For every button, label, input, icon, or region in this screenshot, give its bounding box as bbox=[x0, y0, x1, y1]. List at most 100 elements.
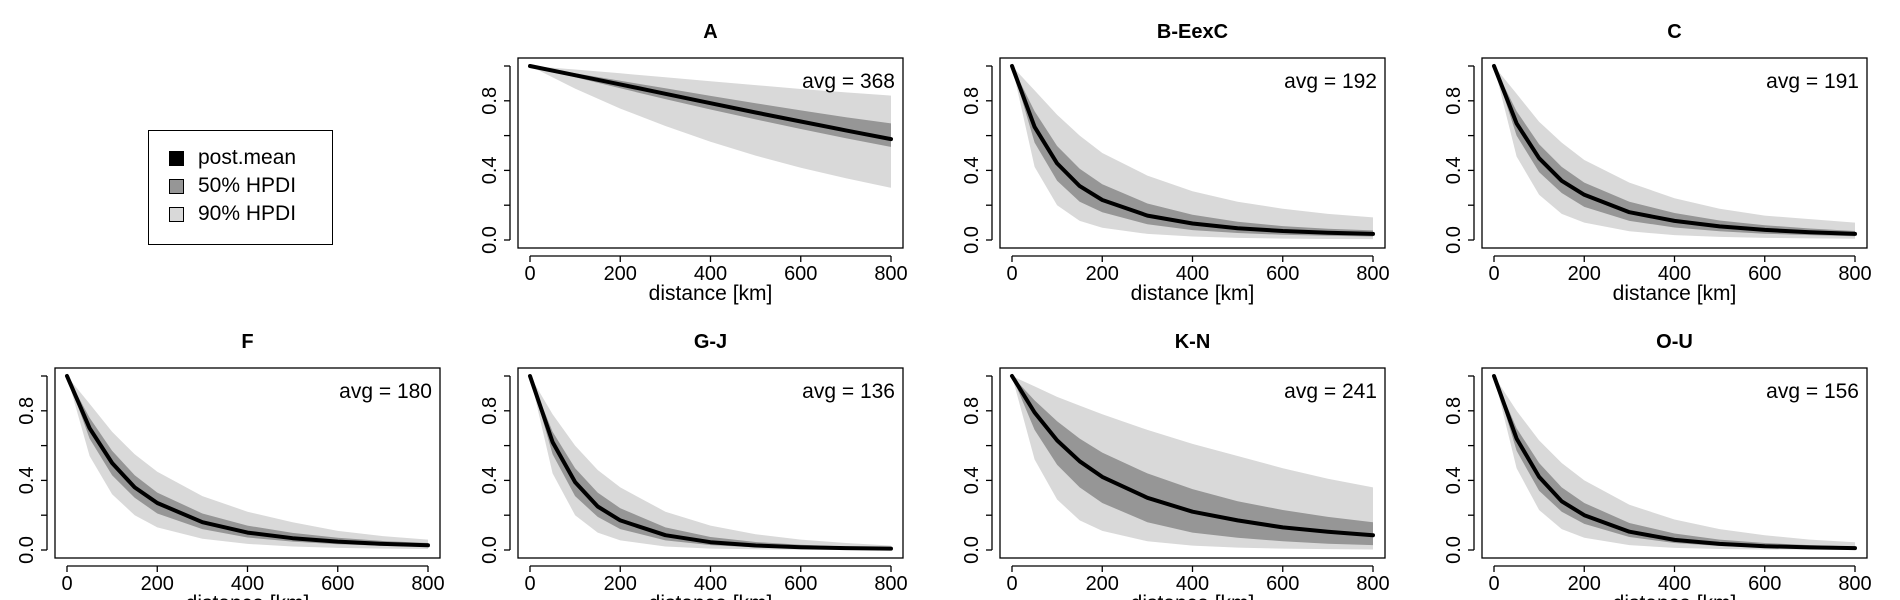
x-tick-label-1-2: 400 bbox=[1176, 263, 1209, 285]
legend-swatch-hpdi90 bbox=[169, 206, 184, 222]
y-tick-label-0-1: 0.4 bbox=[479, 156, 501, 184]
chart-title-6: O-U bbox=[1656, 331, 1693, 353]
y-tick-label-3-0: 0.0 bbox=[16, 536, 38, 564]
x-tick-label-6-2: 400 bbox=[1658, 573, 1691, 595]
hpdi50-band-1 bbox=[1012, 66, 1373, 237]
x-axis-label-5: distance [km] bbox=[1131, 592, 1255, 600]
y-tick-label-6-2: 0.8 bbox=[1443, 397, 1465, 425]
chart-title-2: C bbox=[1667, 21, 1681, 43]
y-tick-label-1-2: 0.8 bbox=[961, 87, 983, 115]
hpdi90-band-5 bbox=[1012, 376, 1373, 550]
legend-swatch-mean bbox=[169, 150, 184, 166]
x-tick-label-3-2: 400 bbox=[231, 573, 264, 595]
plot-frame-2 bbox=[1481, 57, 1868, 249]
x-tick-label-3-4: 800 bbox=[411, 573, 444, 595]
y-tick-label-2-0: 0.0 bbox=[1443, 226, 1465, 254]
plot-frame-5 bbox=[999, 367, 1386, 559]
x-tick-label-0-3: 600 bbox=[784, 263, 817, 285]
x-tick-label-6-3: 600 bbox=[1748, 573, 1781, 595]
x-axis-label-2: distance [km] bbox=[1613, 282, 1737, 305]
x-tick-label-0-4: 800 bbox=[874, 263, 907, 285]
plot-frame-4 bbox=[517, 367, 904, 559]
chart-title-3: F bbox=[241, 331, 253, 353]
hpdi90-band-0 bbox=[530, 66, 891, 188]
avg-annotation-0: avg = 368 bbox=[802, 70, 895, 93]
x-tick-label-5-0: 0 bbox=[1006, 573, 1017, 595]
y-tick-label-4-1: 0.4 bbox=[479, 466, 501, 494]
y-tick-label-5-2: 0.8 bbox=[961, 397, 983, 425]
x-tick-label-3-3: 600 bbox=[321, 573, 354, 595]
x-tick-label-5-2: 400 bbox=[1176, 573, 1209, 595]
x-tick-label-1-4: 800 bbox=[1356, 263, 1389, 285]
y-tick-label-3-1: 0.4 bbox=[16, 466, 38, 494]
x-tick-label-4-4: 800 bbox=[874, 573, 907, 595]
x-tick-label-1-1: 200 bbox=[1086, 263, 1119, 285]
x-axis-label-6: distance [km] bbox=[1613, 592, 1737, 600]
chart-title-1: B-EexC bbox=[1157, 21, 1228, 43]
x-tick-label-5-3: 600 bbox=[1266, 573, 1299, 595]
x-tick-label-5-4: 800 bbox=[1356, 573, 1389, 595]
hpdi90-band-4 bbox=[530, 376, 891, 550]
y-tick-label-6-1: 0.4 bbox=[1443, 466, 1465, 494]
x-tick-label-3-1: 200 bbox=[141, 573, 174, 595]
legend-label-hpdi50: 50% HPDI bbox=[198, 174, 297, 197]
x-axis-label-3: distance [km] bbox=[186, 592, 310, 600]
avg-annotation-1: avg = 192 bbox=[1284, 70, 1377, 93]
x-tick-label-2-1: 200 bbox=[1568, 263, 1601, 285]
plot-frame-6 bbox=[1481, 367, 1868, 559]
avg-annotation-6: avg = 156 bbox=[1766, 380, 1859, 403]
legend-label-mean: post.mean bbox=[198, 146, 297, 169]
y-tick-label-3-2: 0.8 bbox=[16, 397, 38, 425]
y-tick-label-0-2: 0.8 bbox=[479, 87, 501, 115]
plot-frame-0 bbox=[517, 57, 904, 249]
x-axis-label-4: distance [km] bbox=[649, 592, 773, 600]
x-tick-label-4-0: 0 bbox=[524, 573, 535, 595]
x-tick-label-2-3: 600 bbox=[1748, 263, 1781, 285]
avg-annotation-5: avg = 241 bbox=[1284, 380, 1377, 403]
mean-line-3 bbox=[65, 374, 430, 548]
hpdi50-band-6 bbox=[1494, 376, 1855, 549]
x-tick-label-0-2: 400 bbox=[694, 263, 727, 285]
avg-annotation-2: avg = 191 bbox=[1766, 70, 1859, 93]
hpdi50-band-5 bbox=[1012, 376, 1373, 546]
legend-item-hpdi50: 50% HPDI bbox=[169, 174, 297, 197]
y-tick-label-4-0: 0.0 bbox=[479, 536, 501, 564]
mean-line-4 bbox=[528, 374, 893, 551]
x-tick-label-3-0: 0 bbox=[61, 573, 72, 595]
x-tick-label-0-0: 0 bbox=[524, 263, 535, 285]
x-tick-label-6-0: 0 bbox=[1488, 573, 1499, 595]
chart-title-5: K-N bbox=[1175, 331, 1211, 353]
x-tick-label-4-3: 600 bbox=[784, 573, 817, 595]
x-axis-label-0: distance [km] bbox=[649, 282, 773, 305]
legend-item-hpdi90: 90% HPDI bbox=[169, 202, 297, 225]
y-tick-label-5-0: 0.0 bbox=[961, 536, 983, 564]
mean-line-0 bbox=[528, 64, 893, 142]
x-tick-label-2-0: 0 bbox=[1488, 263, 1499, 285]
avg-annotation-4: avg = 136 bbox=[802, 380, 895, 403]
y-tick-label-6-0: 0.0 bbox=[1443, 536, 1465, 564]
x-tick-label-4-2: 400 bbox=[694, 573, 727, 595]
y-tick-label-2-1: 0.4 bbox=[1443, 156, 1465, 184]
x-tick-label-4-1: 200 bbox=[604, 573, 637, 595]
y-tick-label-2-2: 0.8 bbox=[1443, 87, 1465, 115]
mean-line-1 bbox=[1010, 64, 1375, 236]
x-tick-label-2-4: 800 bbox=[1838, 263, 1871, 285]
y-tick-label-0-0: 0.0 bbox=[479, 226, 501, 254]
legend-swatch-hpdi50 bbox=[169, 178, 184, 194]
y-tick-label-1-0: 0.0 bbox=[961, 226, 983, 254]
x-tick-label-5-1: 200 bbox=[1086, 573, 1119, 595]
legend: post.mean 50% HPDI 90% HPDI bbox=[148, 130, 333, 245]
y-tick-label-4-2: 0.8 bbox=[479, 397, 501, 425]
x-tick-label-2-2: 400 bbox=[1658, 263, 1691, 285]
y-tick-label-5-1: 0.4 bbox=[961, 466, 983, 494]
chart-title-4: G-J bbox=[694, 331, 727, 353]
mean-line-5 bbox=[1010, 374, 1375, 538]
mean-line-6 bbox=[1492, 374, 1857, 551]
x-tick-label-0-1: 200 bbox=[604, 263, 637, 285]
legend-label-hpdi90: 90% HPDI bbox=[198, 202, 297, 225]
plot-frame-3 bbox=[54, 367, 441, 559]
x-tick-label-6-4: 800 bbox=[1838, 573, 1871, 595]
avg-annotation-3: avg = 180 bbox=[339, 380, 432, 403]
x-axis-label-1: distance [km] bbox=[1131, 282, 1255, 305]
